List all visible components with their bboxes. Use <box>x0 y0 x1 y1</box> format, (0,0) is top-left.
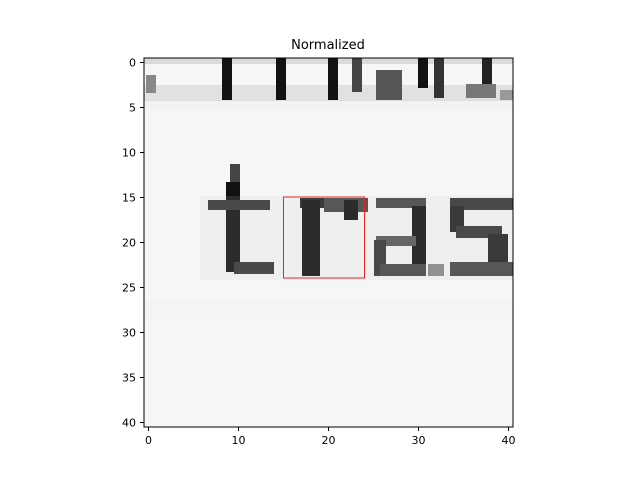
x-tick-label: 10 <box>232 434 246 447</box>
y-tick-label: 0 <box>129 57 136 70</box>
image-panel <box>143 57 514 428</box>
y-tick-label: 15 <box>122 192 136 205</box>
y-tick-label: 30 <box>122 327 136 340</box>
y-tick-label: 20 <box>122 237 136 250</box>
top-text-fragment <box>144 58 513 101</box>
y-tick-label: 35 <box>122 372 136 385</box>
image-background <box>144 58 513 427</box>
y-tick-label: 10 <box>122 147 136 160</box>
y-tick-label: 40 <box>122 417 136 430</box>
x-tick-label: 0 <box>145 434 152 447</box>
x-tick-labels: 0 10 20 30 40 <box>145 434 516 447</box>
plot-title: Normalized <box>291 38 365 53</box>
highlight-box <box>283 196 365 279</box>
y-tick-label: 25 <box>122 282 136 295</box>
x-tick-label: 20 <box>322 434 336 447</box>
word-glyphs <box>208 164 513 276</box>
y-axis <box>140 62 144 423</box>
y-tick-label: 5 <box>129 102 136 115</box>
x-tick-label: 40 <box>502 434 516 447</box>
y-tick-labels: 0 5 10 15 20 25 30 35 40 <box>122 57 136 430</box>
x-tick-label: 30 <box>412 434 426 447</box>
x-axis <box>148 427 509 431</box>
